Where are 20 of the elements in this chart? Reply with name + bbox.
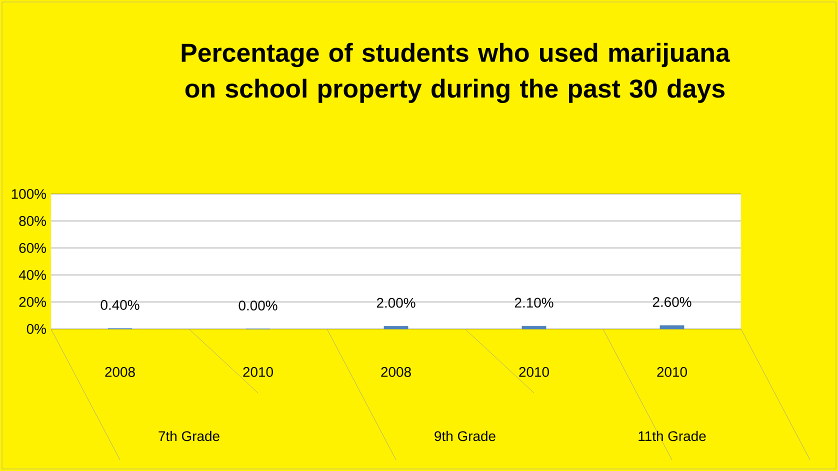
x-tick-label: 2010 xyxy=(243,367,273,377)
y-tick-label: 0% xyxy=(26,324,46,334)
x-tick-label: 2008 xyxy=(381,367,411,377)
y-tick-label: 20% xyxy=(19,297,46,307)
y-tick-label: 80% xyxy=(19,216,46,226)
x-tick-label: 2010 xyxy=(519,367,549,377)
data-label: 2.10% xyxy=(514,298,554,308)
y-tick-label: 60% xyxy=(19,243,46,253)
text: 9th Grade xyxy=(434,430,496,442)
x-tick-label: 2010 xyxy=(657,367,687,377)
data-label: 0.00% xyxy=(238,300,278,310)
data-label: 2.00% xyxy=(376,298,416,308)
chart-title: Percentage of students who used marijuana on school property during the past 30 days xyxy=(182,42,730,104)
y-tick-label: 40% xyxy=(18,270,46,280)
text: 11th Grade xyxy=(638,430,706,442)
x-tick-label: 2008 xyxy=(105,367,135,377)
data-label: 2.60% xyxy=(652,297,692,307)
text: 7th Grade xyxy=(158,430,220,442)
data-label: 0.40% xyxy=(100,300,140,310)
y-tick-label: 100% xyxy=(12,189,46,199)
